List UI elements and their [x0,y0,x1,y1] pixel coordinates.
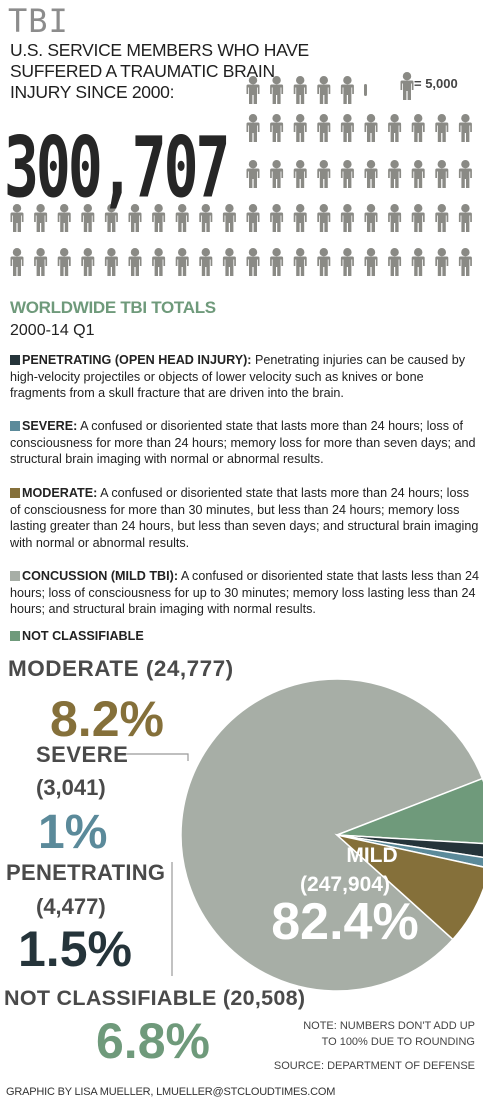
person-icon [411,204,425,232]
person-icon [411,248,425,276]
person-icon [104,248,118,276]
person-icon [411,114,425,142]
person-icon [270,160,284,188]
severe-count: (3,041) [36,775,106,800]
person-icon [435,204,449,232]
person-icon [364,114,378,142]
person-icon [340,114,354,142]
definition-not-classifiable: NOT CLASSIFIABLE [10,628,480,645]
person-icon [458,114,472,142]
person-icon [270,204,284,232]
moderate-swatch [10,488,20,498]
person-icon [317,76,331,104]
not-classifiable-label: NOT CLASSIFIABLE (20,508) [4,986,306,1010]
concussion-swatch [10,571,20,581]
mild-count: (247,904) [300,873,390,896]
mild-percent: 82.4% [271,893,418,951]
not-classifiable-percent: 6.8% [96,1013,210,1069]
legend-person-icon [400,72,414,100]
penetrating-percent: 1.5% [18,921,132,977]
person-icon [175,248,189,276]
definition-penetrating: PENETRATING (OPEN HEAD INJURY): Penetrat… [10,353,466,400]
not-classifiable-swatch [10,631,20,641]
person-icon [293,76,307,104]
person-icon [152,248,166,276]
penetrating-swatch [10,355,20,365]
moderate-label: MODERATE (24,777) [8,656,234,681]
pie-slice-not-classifiable [336,777,483,845]
severe-leader-line [120,753,189,761]
person-icon [340,204,354,232]
person-icon [199,248,213,276]
person-icon [128,248,142,276]
person-icon [246,204,260,232]
mild-label: MILD [346,844,397,867]
pie-chart: MILD (247,904) 82.4% [120,678,483,992]
section-period: 2000-14 Q1 [10,322,95,339]
source-note: SOURCE: DEPARTMENT OF DEFENSE [273,1060,475,1072]
person-icon [388,204,402,232]
person-icon [81,248,95,276]
partial-person-icon [364,84,367,96]
person-icon [317,160,331,188]
severe-label: SEVERE [36,742,129,767]
moderate-percent: 8.2% [50,691,164,747]
person-icon [340,160,354,188]
person-icon [246,76,260,104]
person-icon [317,248,331,276]
icon-array [10,72,472,276]
person-icon [435,248,449,276]
person-icon [293,160,307,188]
penetrating-count: (4,477) [36,894,106,919]
person-icon [57,248,71,276]
person-icon [270,76,284,104]
severe-swatch [10,421,20,431]
person-icon [270,248,284,276]
person-icon [293,248,307,276]
definition-severe: SEVERE: A confused or disoriented state … [10,419,476,466]
person-icon [10,248,24,276]
severe-percent: 1% [38,806,108,859]
person-icon [222,248,236,276]
person-icon [293,114,307,142]
person-icon [458,248,472,276]
person-icon [364,248,378,276]
person-icon [293,204,307,232]
person-icon [246,160,260,188]
page-title: TBI [8,2,69,40]
pie-slice-mild [180,678,483,992]
section-title: WORLDWIDE TBI TOTALS [10,298,216,317]
person-icon [34,248,48,276]
rounding-note: NOTE: NUMBERS DON'T ADD UP TO 100% DUE T… [303,1020,475,1048]
page-subtitle: U.S. SERVICE MEMBERS WHO HAVE SUFFERED A… [10,40,309,102]
person-icon [458,204,472,232]
pie-slice-moderate [334,833,483,941]
person-icon [340,248,354,276]
person-icon [340,76,354,104]
person-icon [246,248,260,276]
person-icon [411,160,425,188]
person-icon [364,160,378,188]
person-icon [435,160,449,188]
person-icon [317,114,331,142]
person-icon [388,248,402,276]
person-icon [458,160,472,188]
definition-concussion: CONCUSSION (MILD TBI): A confused or dis… [10,569,480,616]
person-icon [270,114,284,142]
graphic-credit: GRAPHIC BY LISA MUELLER, LMUELLER@STCLOU… [6,1086,336,1098]
total-count: 300,707 [4,118,230,217]
person-icon [317,204,331,232]
person-icon [364,204,378,232]
person-icon [388,114,402,142]
person-icon [246,114,260,142]
penetrating-label: PENETRATING [6,860,166,885]
person-icon [435,114,449,142]
icon-legend-value: = 5,000 [414,76,458,91]
definition-moderate: MODERATE: A confused or disoriented stat… [10,486,479,550]
person-icon [388,160,402,188]
